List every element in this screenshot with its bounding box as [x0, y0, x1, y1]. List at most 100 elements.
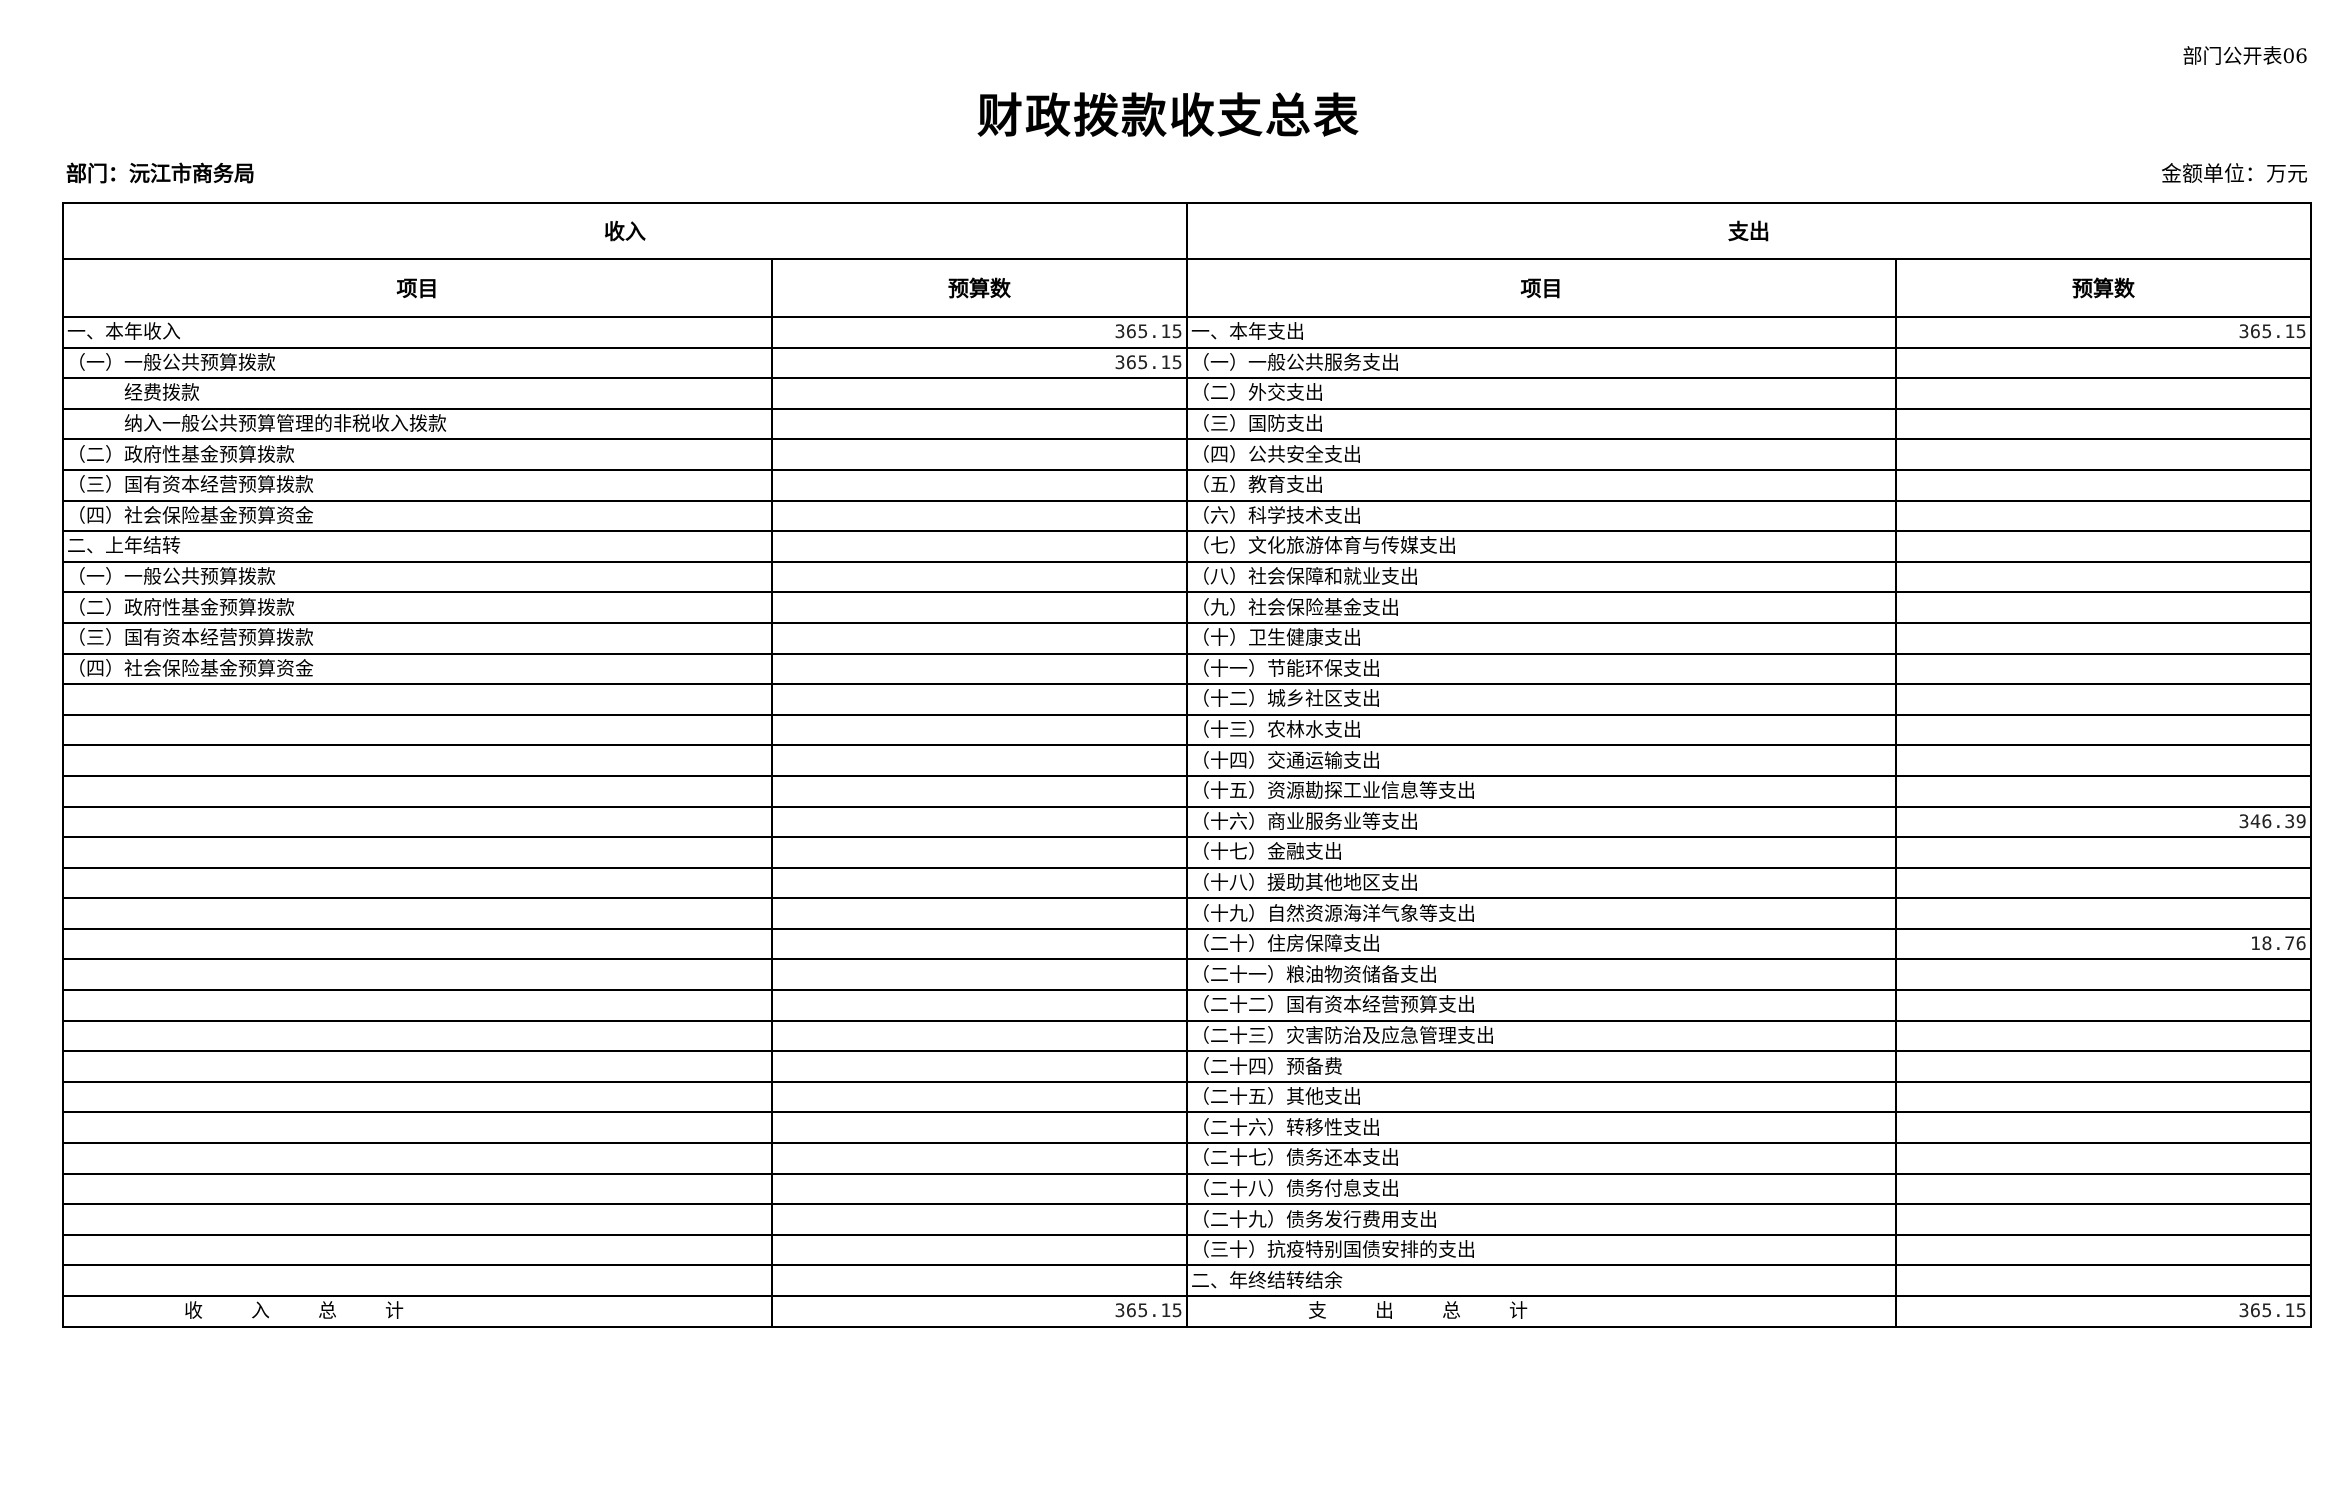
expense-value-cell [1895, 866, 2312, 900]
table-row: （一）一般公共预算拨款 （八）社会保障和就业支出 [62, 560, 2312, 594]
table-row: （二十三）灾害防治及应急管理支出 [62, 1019, 2312, 1053]
expense-value-cell [1895, 1233, 2312, 1267]
income-item-cell: （一）一般公共预算拨款 [62, 346, 773, 380]
expense-value-cell [1895, 958, 2312, 992]
table-row: （二十九）债务发行费用支出 [62, 1203, 2312, 1236]
income-item-cell [62, 774, 773, 808]
expense-item-cell: （十五）资源勘探工业信息等支出 [1186, 774, 1897, 808]
income-item-cell [62, 683, 773, 716]
income-item-cell [62, 1233, 773, 1267]
income-item-cell [62, 1142, 773, 1175]
expense-item-header: 项目 [1186, 258, 1897, 318]
table-row: （二十八）债务付息支出 [62, 1172, 2312, 1206]
expense-item-cell: （十六）商业服务业等支出 [1186, 805, 1897, 839]
table-row: （十三）农林水支出 [62, 713, 2312, 747]
expense-item-cell: （二十四）预备费 [1186, 1050, 1897, 1083]
income-item-cell [62, 866, 773, 900]
table-row: （十八）援助其他地区支出 [62, 866, 2312, 900]
table-row: （二）政府性基金预算拨款 （九）社会保险基金支出 [62, 591, 2312, 624]
income-item-cell [62, 1111, 773, 1145]
income-value-cell [771, 1233, 1188, 1267]
table-row: （四）社会保险基金预算资金 （十一）节能环保支出 [62, 652, 2312, 686]
income-value-cell [771, 805, 1188, 839]
income-budget-header: 预算数 [771, 258, 1188, 318]
expense-item-cell: （十八）援助其他地区支出 [1186, 866, 1897, 900]
income-item-cell [62, 744, 773, 777]
expense-value-cell: 365.15 [1895, 316, 2312, 349]
expense-item-cell: （二十六）转移性支出 [1186, 1111, 1897, 1145]
expense-item-cell: （二十）住房保障支出 [1186, 927, 1897, 961]
table-row: （十五）资源勘探工业信息等支出 [62, 774, 2312, 808]
table-row: （二十）住房保障支出 18.76 [62, 927, 2312, 961]
income-value-cell [771, 774, 1188, 808]
expense-item-cell: （二十七）债务还本支出 [1186, 1142, 1897, 1175]
income-item-cell: （三）国有资本经营预算拨款 [62, 621, 773, 655]
income-item-header: 项目 [62, 258, 773, 318]
income-item-cell: （二）政府性基金预算拨款 [62, 438, 773, 471]
expense-value-cell: 346.39 [1895, 805, 2312, 839]
income-value-cell [771, 1203, 1188, 1236]
income-value-cell [771, 621, 1188, 655]
table-row: 经费拨款 （二）外交支出 [62, 377, 2312, 410]
table-row: （十六）商业服务业等支出 346.39 [62, 805, 2312, 839]
income-value-cell [771, 989, 1188, 1022]
income-item-cell: （四）社会保险基金预算资金 [62, 652, 773, 686]
budget-table: 收入 支出 项目 预算数 项目 预算数 一、本年收入 365.15 一、本年支出 36… [62, 202, 2312, 1328]
form-number: 部门公开表06 [2182, 44, 2308, 68]
income-value-cell [771, 1080, 1188, 1114]
expense-item-cell: （三十）抗疫特别国债安排的支出 [1186, 1233, 1897, 1267]
income-value-cell [771, 377, 1188, 410]
income-value-cell [771, 438, 1188, 471]
income-item-cell: 纳入一般公共预算管理的非税收入拨款 [62, 407, 773, 441]
income-item-cell [62, 836, 773, 869]
income-value-cell [771, 866, 1188, 900]
table-row: （二十四）预备费 [62, 1050, 2312, 1083]
expense-value-cell [1895, 1050, 2312, 1083]
table-row: 一、本年收入 365.15 一、本年支出 365.15 [62, 316, 2312, 349]
expense-item-cell: （二十二）国有资本经营预算支出 [1186, 989, 1897, 1022]
expense-item-cell: （十）卫生健康支出 [1186, 621, 1897, 655]
income-value-cell: 365.15 [771, 316, 1188, 349]
income-value-cell [771, 560, 1188, 594]
table-row: （十四）交通运输支出 [62, 744, 2312, 777]
table-row: （二十一）粮油物资储备支出 [62, 958, 2312, 992]
income-item-cell [62, 1050, 773, 1083]
income-item-cell: （一）一般公共预算拨款 [62, 560, 773, 594]
expense-total-label: 支出总计 [1186, 1295, 1897, 1328]
table-row: （二）政府性基金预算拨款 （四）公共安全支出 [62, 438, 2312, 471]
income-item-cell: 二、上年结转 [62, 530, 773, 563]
table-row: （十九）自然资源海洋气象等支出 [62, 897, 2312, 930]
expense-item-cell: （四）公共安全支出 [1186, 438, 1897, 471]
table-row: （三）国有资本经营预算拨款 （五）教育支出 [62, 468, 2312, 502]
expense-item-cell: （二）外交支出 [1186, 377, 1897, 410]
income-value-cell [771, 836, 1188, 869]
expense-value-cell [1895, 1172, 2312, 1206]
income-item-cell [62, 989, 773, 1022]
total-row: 收入总计 365.15 支出总计 365.15 [62, 1295, 2312, 1328]
income-value-cell [771, 713, 1188, 747]
expense-value-cell [1895, 621, 2312, 655]
income-value-cell [771, 1142, 1188, 1175]
expense-value-cell [1895, 836, 2312, 869]
expense-value-cell [1895, 989, 2312, 1022]
income-item-cell [62, 897, 773, 930]
income-item-cell: 经费拨款 [62, 377, 773, 410]
expense-item-cell: （一）一般公共服务支出 [1186, 346, 1897, 380]
table-row: （二十二）国有资本经营预算支出 [62, 989, 2312, 1022]
income-value-cell [771, 1019, 1188, 1053]
expense-value-cell [1895, 377, 2312, 410]
expense-value-cell [1895, 560, 2312, 594]
page-title: 财政拨款收支总表 [977, 89, 1361, 143]
income-value-cell [771, 407, 1188, 441]
income-value-cell [771, 927, 1188, 961]
table-row: （十二）城乡社区支出 [62, 683, 2312, 716]
income-value-cell [771, 1264, 1188, 1297]
income-item-cell: （四）社会保险基金预算资金 [62, 499, 773, 533]
expense-value-cell [1895, 683, 2312, 716]
expense-total-value: 365.15 [1895, 1295, 2312, 1328]
expense-item-cell: （二十五）其他支出 [1186, 1080, 1897, 1114]
expense-value-cell [1895, 774, 2312, 808]
expense-item-cell: （八）社会保障和就业支出 [1186, 560, 1897, 594]
expense-value-cell [1895, 1111, 2312, 1145]
income-item-cell [62, 1172, 773, 1206]
